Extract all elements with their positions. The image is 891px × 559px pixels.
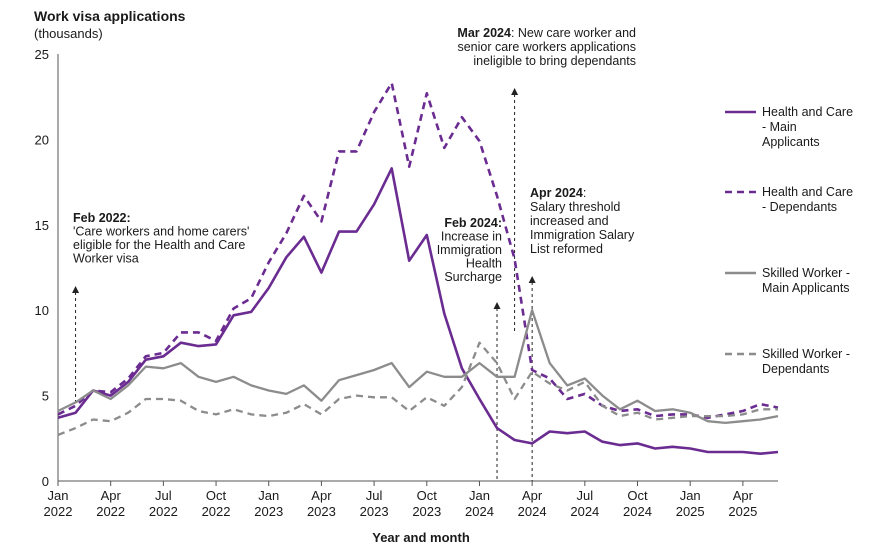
x-tick-label-year: 2023: [254, 504, 283, 519]
annotation-date: Mar 2024: [457, 26, 511, 40]
x-tick-label-year: 2025: [728, 504, 757, 519]
x-tick-label-year: 2024: [623, 504, 652, 519]
x-tick-label-month: Jul: [366, 488, 383, 503]
annotation-arrow-head: [528, 276, 536, 283]
x-tick-label-month: Apr: [311, 488, 332, 503]
chart-title: Work visa applications: [34, 8, 186, 24]
annotation-arrows: [72, 88, 536, 481]
x-axis-label: Year and month: [372, 530, 470, 545]
y-tick-label: 10: [35, 303, 49, 318]
annotation-date: Apr 2024: [530, 186, 583, 200]
x-tick-label-year: 2022: [96, 504, 125, 519]
annotation-text-line: eligible for the Health and Care: [73, 238, 245, 252]
annotation-text-line: ineligible to bring dependants: [473, 54, 636, 68]
annotation-arrow-head: [493, 302, 501, 309]
chart-subtitle: (thousands): [34, 26, 103, 41]
legend-label-3: Skilled Worker -: [762, 266, 850, 280]
legend-label-3: Main Applicants: [762, 281, 850, 295]
series-line-4: [57, 341, 778, 436]
annotation-arrow-head: [72, 286, 80, 293]
x-tick-label-month: Jul: [577, 488, 594, 503]
x-tick-label-year: 2025: [676, 504, 705, 519]
annotation-text-line: List reformed: [530, 242, 603, 256]
annotation-text-rest: : New care worker and: [511, 26, 636, 40]
x-tick-label-month: Jan: [680, 488, 701, 503]
x-axis: Jan2022Apr2022Jul2022Oct2022Jan2023Apr20…: [44, 480, 778, 519]
series-lines: [57, 81, 779, 455]
legend-label-2: - Dependants: [762, 200, 837, 214]
legend-label-1: - Main: [762, 120, 797, 134]
y-tick-label: 20: [35, 132, 49, 147]
annotation-text-line: Immigration: [437, 243, 502, 257]
y-tick-label: 0: [42, 474, 49, 489]
x-tick-label-month: Jan: [48, 488, 69, 503]
annotation-text-line: Health: [466, 257, 502, 271]
x-tick-label-month: Apr: [101, 488, 122, 503]
annotation-text-line: Increase in: [441, 230, 502, 244]
annotation-text-line: increased and: [530, 214, 609, 228]
x-tick-label-year: 2024: [465, 504, 494, 519]
x-tick-label-month: Jul: [155, 488, 172, 503]
x-tick-label-year: 2023: [307, 504, 336, 519]
annotation-texts: Feb 2022:'Care workers and home carers'e…: [73, 26, 636, 284]
annotation-text-line: Feb 2022:: [73, 211, 131, 225]
x-tick-label-month: Jan: [469, 488, 490, 503]
annotation-text-line: senior care workers applications: [457, 40, 636, 54]
legend-label-4: Skilled Worker -: [762, 347, 850, 361]
annotation-text-line: Mar 2024: New care worker and: [457, 26, 636, 40]
y-tick-label: 25: [35, 47, 49, 62]
series-line-1: [57, 167, 779, 455]
annotation-text-line: Immigration Salary: [530, 228, 635, 242]
y-tick-label: 15: [35, 218, 49, 233]
annotation-text-line: Salary threshold: [530, 200, 620, 214]
annotation-text-line: Feb 2024:: [444, 216, 502, 230]
x-tick-label-month: Oct: [206, 488, 227, 503]
legend-label-2: Health and Care: [762, 185, 853, 199]
legend-label-1: Applicants: [762, 135, 820, 149]
x-tick-label-month: Oct: [627, 488, 648, 503]
series-line-3: [57, 309, 779, 425]
x-tick-label-month: Oct: [417, 488, 438, 503]
y-axis: 0 5 10 15 20 25: [35, 47, 59, 489]
annotation-arrow-head: [511, 88, 519, 95]
x-tick-label-year: 2024: [570, 504, 599, 519]
legend-label-1: Health and Care: [762, 105, 853, 119]
x-tick-label-month: Apr: [522, 488, 543, 503]
annotation-text-line: 'Care workers and home carers': [73, 225, 249, 239]
annotation-text-line: Apr 2024:: [530, 186, 586, 200]
annotation-text-rest: :: [583, 186, 586, 200]
x-tick-label-year: 2023: [360, 504, 389, 519]
x-tick-label-month: Apr: [733, 488, 754, 503]
x-tick-label-year: 2022: [44, 504, 73, 519]
legend-label-4: Dependants: [762, 362, 829, 376]
x-tick-label-month: Jan: [258, 488, 279, 503]
y-tick-label: 5: [42, 389, 49, 404]
x-tick-label-year: 2022: [202, 504, 231, 519]
annotation-date: Feb 2022:: [73, 211, 131, 225]
series-line-2: [57, 81, 779, 420]
x-tick-label-year: 2022: [149, 504, 178, 519]
annotation-text-line: Surcharge: [444, 270, 502, 284]
x-tick-label-year: 2023: [412, 504, 441, 519]
annotation-text-line: Worker visa: [73, 252, 139, 266]
annotation-date: Feb 2024:: [444, 216, 502, 230]
x-tick-label-year: 2024: [518, 504, 547, 519]
